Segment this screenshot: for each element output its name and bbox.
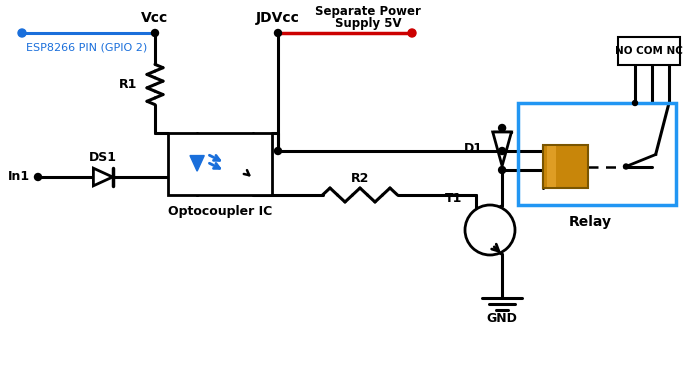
Circle shape — [274, 147, 281, 154]
Text: GND: GND — [486, 311, 517, 325]
Text: Relay: Relay — [568, 215, 612, 229]
Bar — [518, 103, 676, 205]
Text: DS1: DS1 — [89, 151, 117, 164]
Polygon shape — [190, 156, 204, 171]
Bar — [547, 146, 556, 187]
Circle shape — [18, 29, 26, 37]
Circle shape — [151, 29, 158, 37]
Circle shape — [624, 164, 629, 169]
Text: D1: D1 — [463, 142, 482, 156]
Text: Supply 5V: Supply 5V — [335, 16, 401, 29]
Text: In1: In1 — [8, 170, 30, 184]
Bar — [618, 37, 680, 65]
Circle shape — [633, 100, 638, 106]
Circle shape — [498, 125, 505, 132]
Text: JDVcc: JDVcc — [256, 11, 300, 25]
Text: Vcc: Vcc — [141, 11, 169, 25]
Circle shape — [465, 205, 515, 255]
Text: R1: R1 — [118, 78, 137, 91]
Circle shape — [498, 166, 505, 173]
Text: Optocoupler IC: Optocoupler IC — [168, 206, 272, 219]
Circle shape — [498, 147, 505, 154]
Circle shape — [34, 173, 41, 181]
Text: R2: R2 — [351, 172, 369, 185]
Polygon shape — [493, 132, 512, 166]
Bar — [168, 133, 272, 195]
Circle shape — [498, 147, 505, 154]
Circle shape — [274, 29, 281, 37]
Text: T1: T1 — [445, 191, 463, 204]
Text: NO COM NC: NO COM NC — [615, 46, 683, 56]
Bar — [543, 145, 588, 188]
Text: Separate Power: Separate Power — [315, 4, 421, 18]
Circle shape — [408, 29, 416, 37]
Text: ESP8266 PIN (GPIO 2): ESP8266 PIN (GPIO 2) — [26, 43, 147, 53]
Polygon shape — [93, 168, 113, 186]
